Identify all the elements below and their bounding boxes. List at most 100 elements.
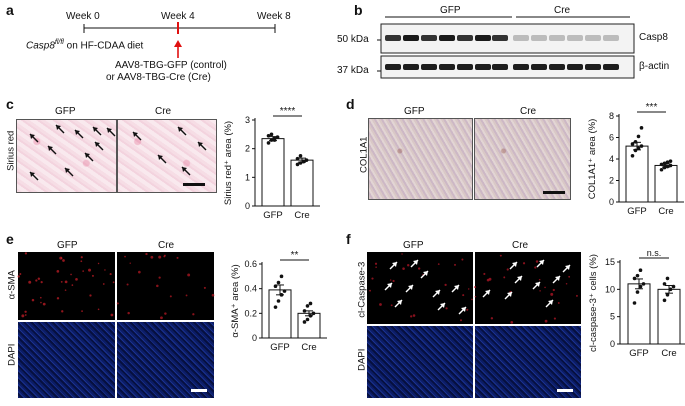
red-speckle xyxy=(473,286,477,289)
data-point xyxy=(668,287,673,292)
data-point xyxy=(305,304,310,308)
red-speckle xyxy=(31,298,35,302)
red-speckle xyxy=(454,263,456,266)
red-speckle xyxy=(88,268,91,272)
caspase-arrow-head xyxy=(539,260,544,265)
red-speckle xyxy=(156,284,159,288)
red-speckle xyxy=(80,256,83,259)
red-speckle xyxy=(374,262,378,265)
diet-gene: Casp8 xyxy=(26,40,55,52)
red-speckle xyxy=(81,310,83,313)
data-point xyxy=(273,284,278,289)
data-point xyxy=(665,160,670,165)
data-point xyxy=(668,159,673,163)
red-speckle xyxy=(550,292,554,296)
casp8-band xyxy=(513,35,529,41)
red-speckle xyxy=(56,297,60,300)
red-speckle xyxy=(410,315,413,318)
red-speckle xyxy=(97,308,100,311)
casp8-band xyxy=(439,35,455,41)
week4-label: Week 4 xyxy=(161,11,195,22)
x-tick-label: GFP xyxy=(263,210,283,221)
actin-band xyxy=(492,64,508,70)
y-tick-label: 8 xyxy=(609,111,614,121)
y-tick-label: 3 xyxy=(245,115,250,125)
red-speckle xyxy=(70,273,72,276)
red-speckle xyxy=(158,276,161,279)
data-point xyxy=(665,276,670,281)
y-tick-label: 5 xyxy=(610,312,615,322)
red-speckle xyxy=(71,284,74,286)
casp8-band xyxy=(492,35,508,41)
red-speckle xyxy=(534,266,537,269)
caspase-arrow-head xyxy=(555,276,560,281)
actin-band xyxy=(475,64,491,70)
d-micrograph-gfp xyxy=(368,118,473,200)
y-tick-label: 2 xyxy=(609,176,614,186)
red-speckle xyxy=(39,296,42,299)
red-speckle xyxy=(185,294,188,297)
red-speckle xyxy=(538,278,541,281)
red-speckle xyxy=(62,259,65,262)
red-speckle xyxy=(522,262,526,265)
x-tick-label: Cre xyxy=(661,348,676,359)
data-point xyxy=(302,309,307,313)
casp8-band xyxy=(549,35,565,41)
injection-arrow-head xyxy=(174,40,182,47)
bar-cre xyxy=(297,312,321,339)
red-speckle xyxy=(60,280,63,283)
casp8-band xyxy=(385,35,401,41)
caspase-arrow-head xyxy=(413,260,418,265)
sirius-arrow-head xyxy=(56,125,61,130)
data-point xyxy=(266,133,271,138)
y-tick-label: 15 xyxy=(605,257,615,267)
f-group-cre: Cre xyxy=(512,240,529,251)
bar-gfp xyxy=(625,145,649,203)
e-scale-bar xyxy=(191,389,207,392)
panel-label-a: a xyxy=(6,2,14,18)
actin-band xyxy=(403,64,419,70)
data-point xyxy=(665,293,670,297)
y-tick-label: 0 xyxy=(245,201,250,211)
data-point xyxy=(635,273,640,278)
y-tick-label: 0 xyxy=(609,197,614,207)
data-point xyxy=(668,163,673,168)
red-speckle xyxy=(552,288,555,292)
data-point xyxy=(302,320,307,324)
caspase-arrow-head xyxy=(435,290,440,295)
significance-label: *** xyxy=(646,102,658,113)
y-tick-label: 10 xyxy=(605,284,615,294)
red-speckle xyxy=(192,313,195,316)
e-dapi-gfp xyxy=(18,322,115,398)
x-tick-label: GFP xyxy=(270,342,290,353)
casp8-band xyxy=(585,35,601,41)
red-speckle xyxy=(565,282,568,285)
red-speckle xyxy=(80,260,83,263)
sirius-arrow-head xyxy=(75,130,80,135)
actin-band xyxy=(567,64,583,70)
data-point xyxy=(632,276,637,281)
data-point xyxy=(308,314,313,318)
red-speckle xyxy=(369,289,371,292)
red-speckle xyxy=(116,302,119,305)
casp8-band xyxy=(531,35,547,41)
bar-cre xyxy=(290,159,314,207)
sirius-arrow-head xyxy=(48,146,53,151)
red-speckle xyxy=(375,266,377,268)
red-speckle xyxy=(64,289,67,291)
red-speckle xyxy=(102,283,105,285)
data-point xyxy=(266,141,271,145)
data-point xyxy=(275,135,280,139)
red-speckle xyxy=(483,272,486,276)
red-speckle xyxy=(59,256,63,260)
red-speckle xyxy=(544,286,546,289)
red-speckle xyxy=(160,316,163,320)
chart-c: 0 1 2 3 Sirius red⁺ area (%) GFP Cre **** xyxy=(223,106,320,221)
sirius-arrow-head xyxy=(30,134,35,139)
red-speckle xyxy=(557,302,560,304)
data-point xyxy=(662,165,667,170)
red-speckle xyxy=(89,294,92,297)
caspase-arrow-head xyxy=(535,282,540,287)
data-point xyxy=(662,298,667,303)
